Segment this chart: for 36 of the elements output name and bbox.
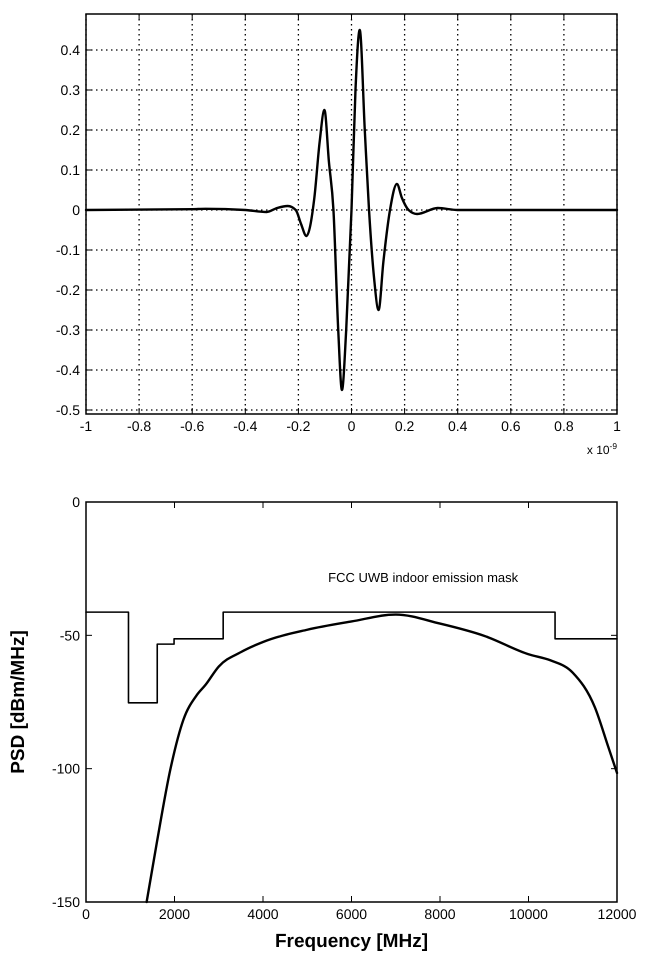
y-tick-label: -50 <box>60 627 80 644</box>
y-tick-label: 0.4 <box>60 42 80 58</box>
y-tick-label: 0 <box>72 494 80 510</box>
x-tick-label: -1 <box>80 418 92 434</box>
y-tick-label: 0.2 <box>60 122 80 138</box>
x-tick-label: 0.8 <box>554 418 574 434</box>
x-tick-label: 1 <box>613 418 622 434</box>
y-tick-label: -0.1 <box>56 242 80 258</box>
x-tick-label: 0.2 <box>394 418 415 434</box>
y-tick-label: 0 <box>72 202 80 218</box>
x-tick-label: 0 <box>82 906 90 922</box>
y-tick-label: 0.1 <box>60 162 80 178</box>
x-tick-label: 0.4 <box>448 418 468 434</box>
annotation: FCC UWB indoor emission mask <box>328 570 519 585</box>
text: x 10$^{-9}$ <box>586 441 618 457</box>
x-tick-label: -0.2 <box>286 418 311 434</box>
y-tick-label: -150 <box>52 894 80 910</box>
y-axis-title: PSD [dBm/MHz] <box>8 630 29 774</box>
x-tick-label: 8000 <box>424 906 456 922</box>
x-tick-label: 6000 <box>336 906 368 922</box>
x-tick-label: 0.6 <box>501 418 521 434</box>
x-tick-label: 4000 <box>247 906 279 922</box>
x-tick-label: 12000 <box>598 906 637 922</box>
x-tick-label: 2000 <box>158 906 190 922</box>
x-axis-title: Frequency [MHz] <box>274 931 428 952</box>
x-tick-label: 0 <box>348 418 356 434</box>
x-tick-label: -0.8 <box>127 418 152 434</box>
y-tick-label: 0.3 <box>60 82 80 98</box>
y-tick-label: -100 <box>52 760 80 777</box>
y-tick-label: -0.4 <box>56 362 80 378</box>
x-tick-label: -0.4 <box>233 418 258 434</box>
y-tick-label: -0.3 <box>56 322 80 338</box>
y-tick-label: -0.2 <box>56 282 80 298</box>
x-tick-label: -0.6 <box>180 418 204 434</box>
x-tick-label: 10000 <box>509 906 548 922</box>
y-tick-label: -0.5 <box>56 402 80 418</box>
